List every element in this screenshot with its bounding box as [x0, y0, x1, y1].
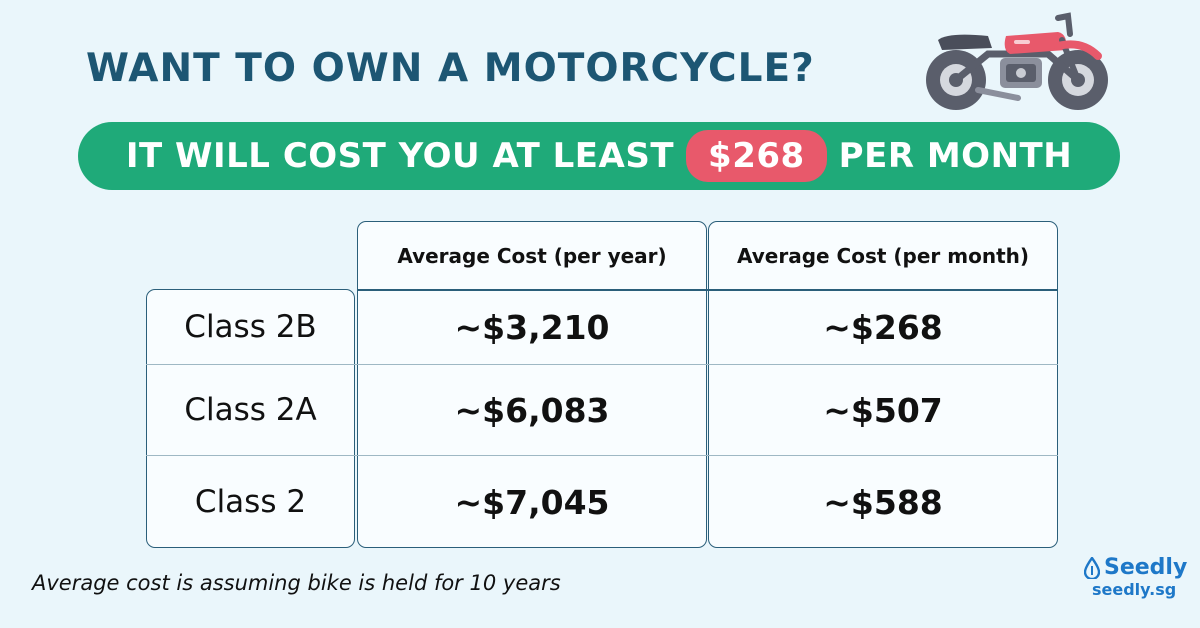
brand-url: seedly.sg — [1092, 580, 1177, 599]
row-label-class-2a: Class 2A — [184, 392, 317, 428]
brand-name: Seedly — [1104, 555, 1188, 580]
cell-class-2-per-year: ~$7,045 — [454, 482, 610, 522]
per-month-column — [708, 221, 1058, 548]
brand-logo: Seedly seedly.sg — [1084, 555, 1187, 599]
page-title: WANT TO OWN A MOTORCYCLE? — [86, 46, 815, 91]
row-label-class-2: Class 2 — [194, 484, 307, 520]
banner-suffix: PER MONTH — [838, 136, 1073, 176]
cost-banner: IT WILL COST YOU AT LEAST $268 PER MONTH — [78, 122, 1120, 190]
cell-class-2b-per-month: ~$268 — [823, 307, 943, 347]
column-header-per-year: Average Cost (per year) — [397, 243, 667, 268]
cell-class-2a-per-month: ~$507 — [823, 390, 943, 430]
per-year-column — [357, 221, 707, 548]
cell-class-2a-per-year: ~$6,083 — [454, 390, 610, 430]
row-label-column — [146, 289, 355, 548]
seed-drop-icon — [1084, 556, 1100, 579]
cell-class-2b-per-year: ~$3,210 — [454, 307, 610, 347]
amount-highlight-badge: $268 — [686, 130, 827, 182]
cell-class-2-per-month: ~$588 — [823, 482, 943, 522]
banner-prefix: IT WILL COST YOU AT LEAST — [125, 136, 675, 176]
motorcycle-icon — [926, 12, 1108, 110]
column-header-per-month: Average Cost (per month) — [736, 243, 1030, 268]
footnote: Average cost is assuming bike is held fo… — [32, 571, 561, 595]
row-label-class-2b: Class 2B — [184, 309, 317, 345]
